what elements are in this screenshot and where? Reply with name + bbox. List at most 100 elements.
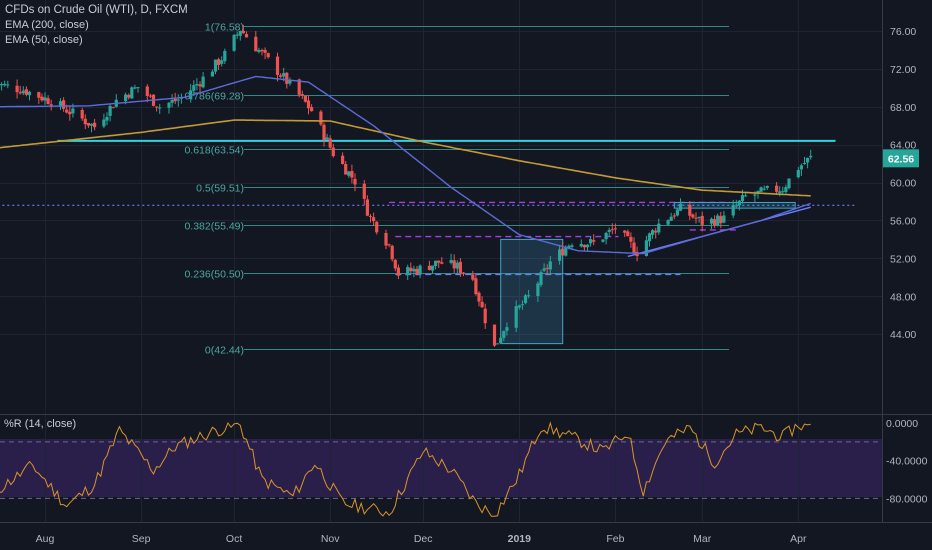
- candle-body: [759, 187, 763, 192]
- candle-body: [195, 84, 199, 86]
- candle-body: [263, 49, 267, 53]
- candle-body: [80, 109, 84, 119]
- time-tick-label: Oct: [226, 533, 242, 545]
- candle-body: [564, 247, 568, 256]
- candle-body: [654, 230, 658, 233]
- candle-body: [127, 94, 131, 98]
- candle-body: [387, 244, 391, 246]
- price-tick-label: 48.00: [890, 291, 916, 303]
- candle-body: [753, 194, 757, 196]
- candle-body: [610, 229, 614, 231]
- price-tick-label: 60.00: [890, 178, 916, 190]
- candle-body: [232, 34, 236, 51]
- candle-body: [15, 85, 19, 93]
- candle-body: [666, 220, 670, 225]
- candle-body: [694, 217, 698, 219]
- time-tick-label: 2019: [508, 533, 532, 545]
- candle-body: [210, 71, 214, 77]
- candle-body: [65, 109, 69, 113]
- candle-body: [238, 31, 242, 36]
- candle-body: [155, 106, 159, 108]
- time-tick-label: Dec: [414, 533, 433, 545]
- candle-body: [452, 260, 456, 269]
- candle-body: [688, 204, 692, 216]
- candle-body: [71, 108, 75, 114]
- candle-body: [629, 236, 633, 242]
- candle-body: [474, 278, 478, 295]
- time-tick-label: Aug: [36, 533, 55, 545]
- moving-averages: [0, 75, 811, 255]
- williams-r-legend[interactable]: %R (14, close): [4, 418, 77, 430]
- candle-body: [0, 84, 4, 86]
- candle-body: [523, 295, 528, 304]
- candle-body: [192, 85, 196, 91]
- candle-body: [375, 221, 379, 233]
- candle-body: [762, 188, 766, 190]
- candle-body: [483, 308, 487, 324]
- candle-body: [427, 265, 431, 270]
- candle-body: [384, 233, 388, 246]
- candle-body: [585, 244, 590, 248]
- candle-body: [461, 272, 466, 274]
- axes: 76.00 72.00 68.00 64.00 60.00 56.00 52.00 48.00…: [36, 26, 928, 545]
- candle-body: [644, 240, 648, 256]
- candle-body: [440, 262, 444, 264]
- candle-body: [613, 228, 617, 230]
- price-tick-label: 68.00: [890, 102, 916, 114]
- candle-body: [285, 72, 289, 84]
- candle-body: [303, 95, 307, 102]
- fib-level-label: 0.5(59.51): [196, 183, 244, 195]
- candle-body: [241, 30, 245, 34]
- candle-body: [275, 56, 280, 75]
- candle-body: [390, 245, 394, 260]
- fib-level-label: 1(76.58): [205, 22, 244, 34]
- fib-level-label: 0.382(55.49): [184, 221, 244, 233]
- williams-r-band: [0, 439, 882, 497]
- candle-body: [198, 84, 202, 87]
- candle-body: [93, 122, 97, 128]
- candle-body: [536, 283, 540, 296]
- candle-body: [111, 107, 115, 109]
- time-tick-label: Nov: [321, 533, 340, 545]
- candle-body: [306, 100, 311, 109]
- candle-body: [235, 34, 239, 36]
- candle-body: [409, 267, 413, 272]
- candle-body: [691, 214, 695, 218]
- candle-body: [148, 95, 152, 97]
- candle-body: [136, 87, 140, 89]
- candle-body: [775, 185, 779, 192]
- candle-body: [480, 301, 484, 308]
- candle-body: [412, 268, 416, 272]
- williams-r: [0, 421, 882, 517]
- time-tick-label: Feb: [606, 533, 624, 545]
- candle-body: [300, 94, 304, 96]
- candle-body: [102, 119, 106, 127]
- candle-body: [539, 272, 543, 285]
- candle-body: [669, 216, 673, 221]
- candle-body: [46, 98, 50, 104]
- ema50-legend[interactable]: EMA (50, close): [5, 34, 83, 46]
- candle-body: [368, 216, 373, 218]
- candle-body: [58, 101, 63, 107]
- candle-body: [806, 157, 810, 163]
- price-tick-label: 72.00: [890, 64, 916, 76]
- candle-body: [406, 267, 410, 276]
- candle-body: [43, 97, 47, 101]
- candle-body: [83, 118, 87, 125]
- symbol-title[interactable]: CFDs on Crude Oil (WTI), D, FXCM: [5, 4, 188, 16]
- candle-body: [89, 123, 94, 126]
- candle-body: [310, 107, 314, 112]
- candle-body: [130, 87, 134, 99]
- candle-body: [6, 84, 10, 86]
- candle-body: [542, 268, 546, 271]
- ema200-legend[interactable]: EMA (200, close): [5, 19, 89, 31]
- candle-body: [756, 190, 760, 194]
- candle-body: [223, 50, 227, 62]
- drawing-annotations: [0, 139, 858, 345]
- candle-body: [492, 324, 497, 346]
- candle-body: [325, 137, 329, 140]
- candle-body: [657, 223, 661, 233]
- candle-body: [499, 337, 503, 344]
- candle-body: [430, 265, 435, 271]
